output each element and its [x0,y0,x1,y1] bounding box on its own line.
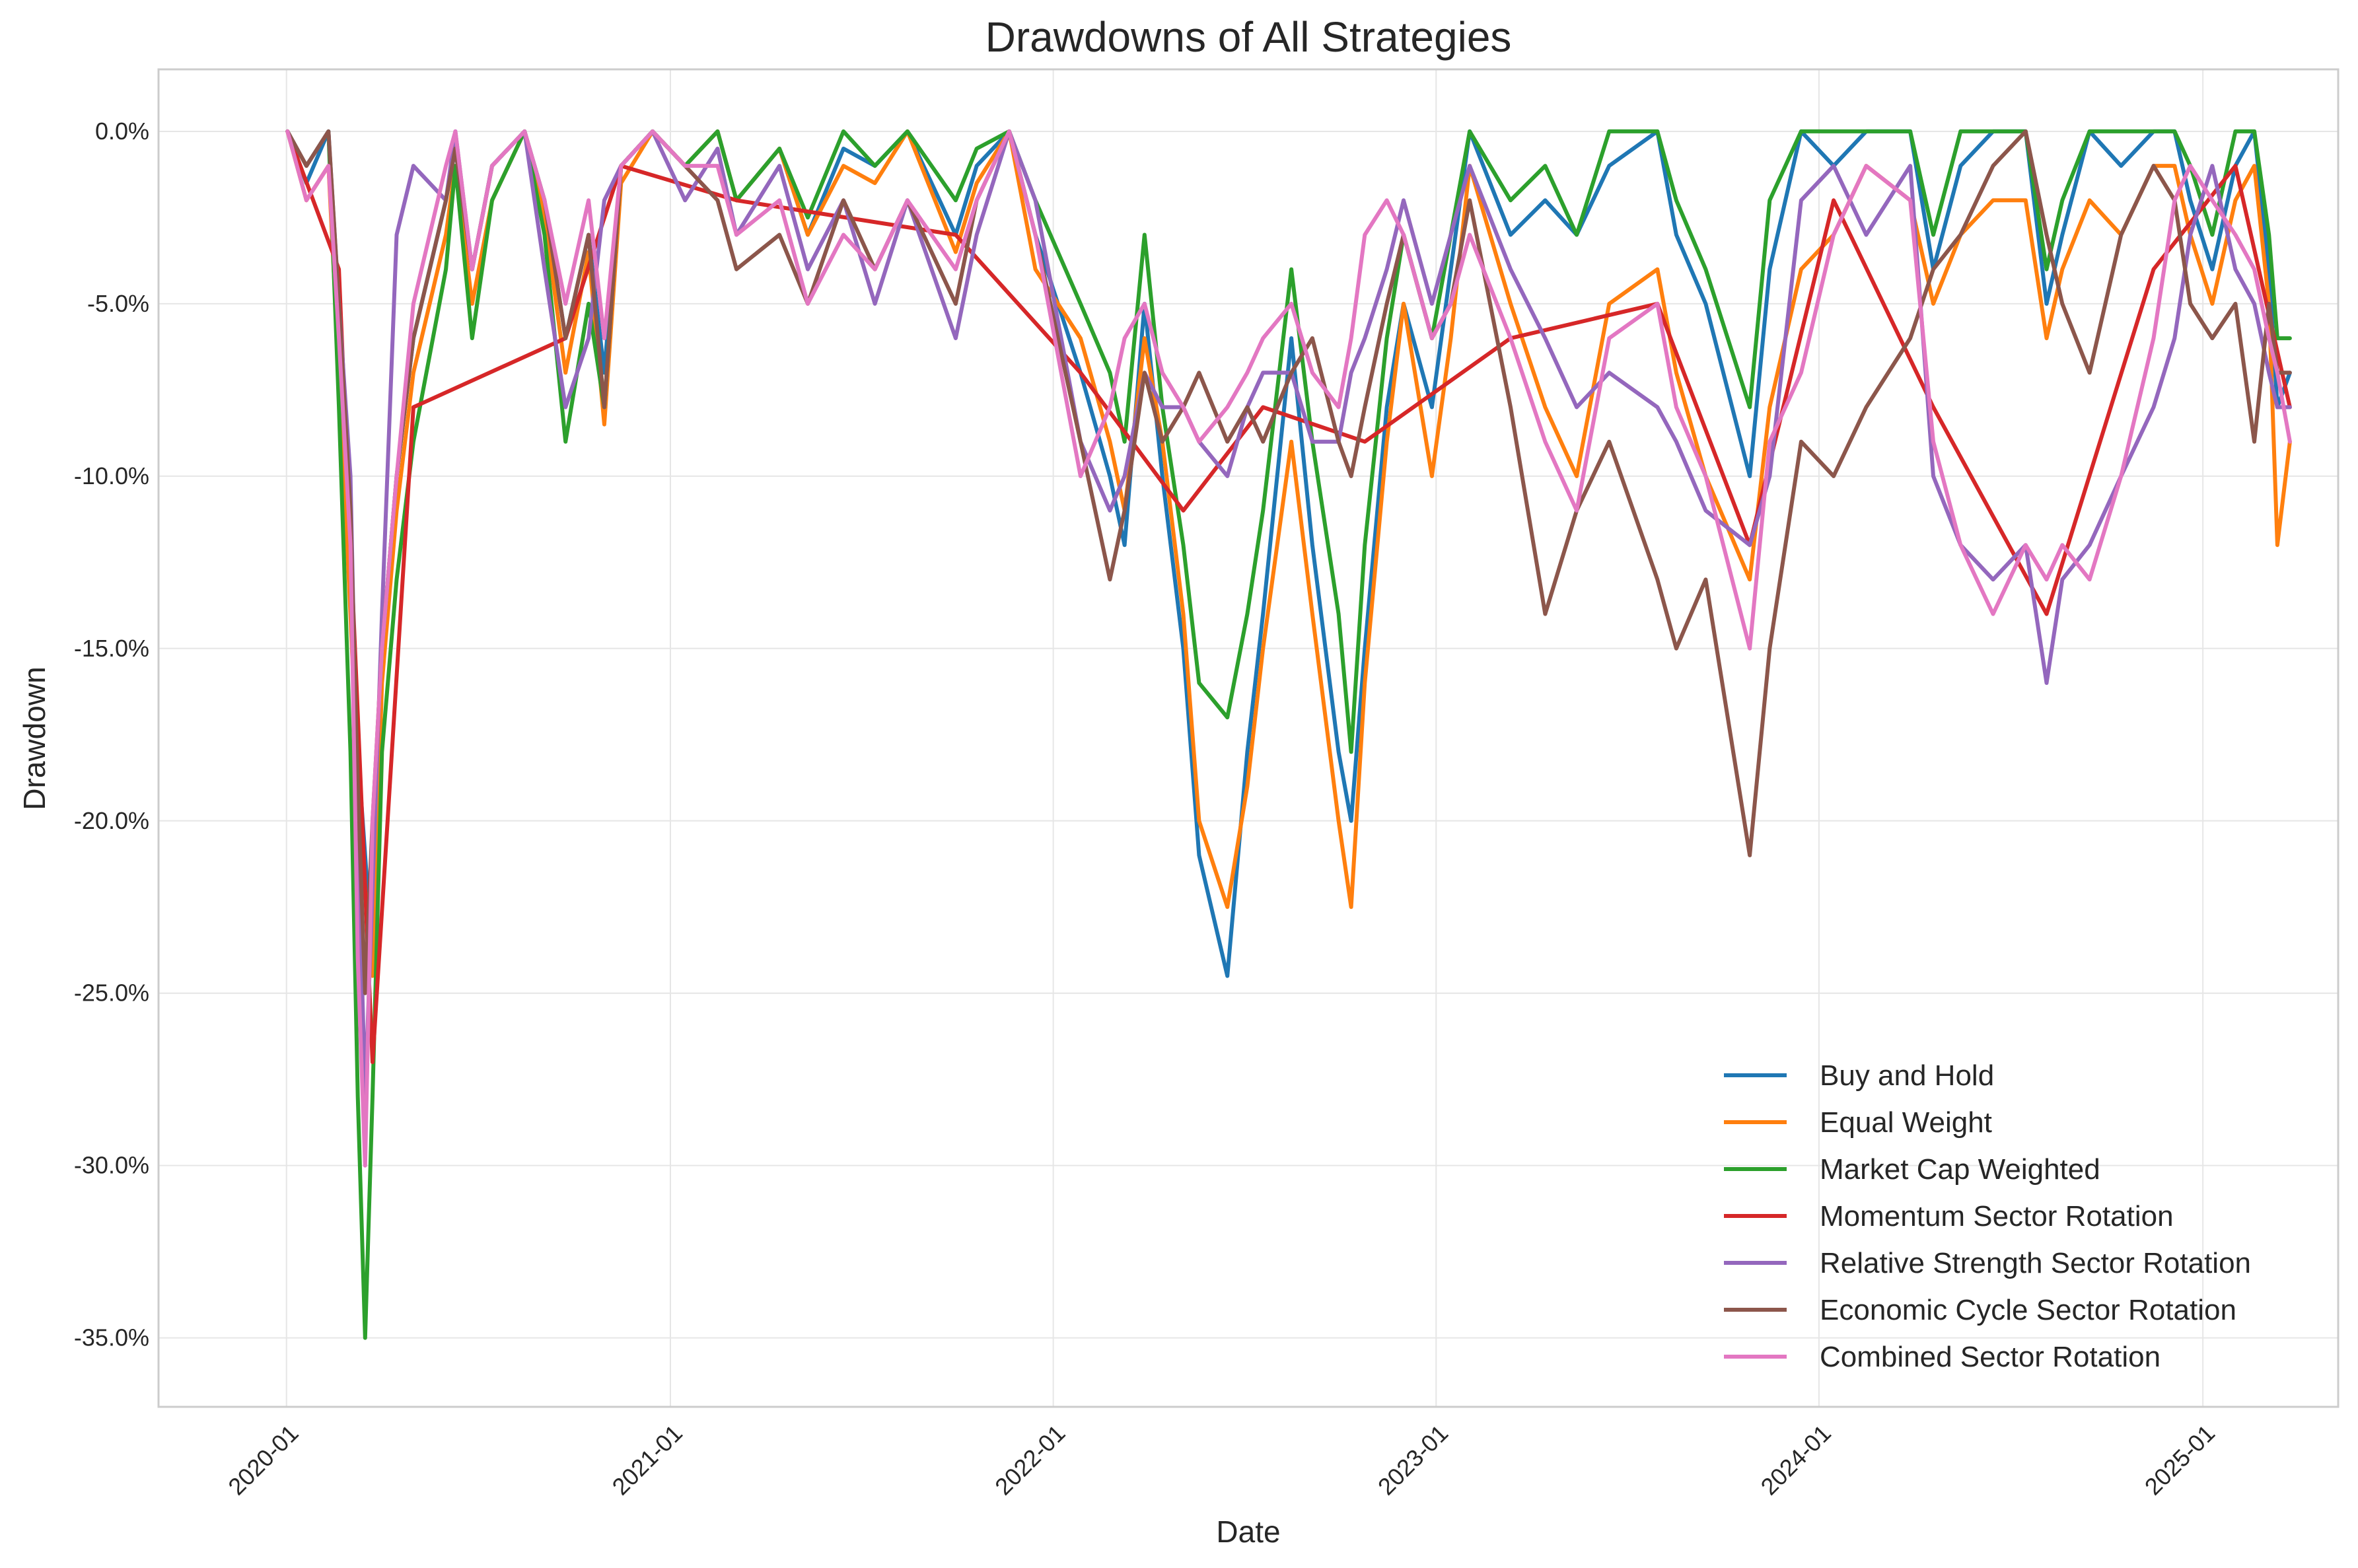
y-tick-label: -5.0% [87,290,149,317]
legend-label: Buy and Hold [1820,1059,1994,1092]
y-tick-label: 0.0% [95,118,149,145]
y-axis-ticks: 0.0% -5.0% -10.0% -15.0% -20.0% -25.0% -30.0% -… [74,118,149,1351]
legend-label: Economic Cycle Sector Rotation [1820,1294,2236,1326]
legend-label: Momentum Sector Rotation [1820,1200,2174,1232]
legend-label: Market Cap Weighted [1820,1153,2100,1186]
legend-label: Equal Weight [1820,1106,1992,1139]
chart-title: Drawdowns of All Strategies [985,13,1512,61]
series-line-6 [285,129,2292,1168]
series-lines [285,129,2292,1340]
legend-label: Relative Strength Sector Rotation [1820,1247,2251,1279]
y-tick-label: -20.0% [74,807,149,834]
x-axis-label: Date [1216,1515,1280,1549]
grid-lines [159,69,2338,1407]
y-tick-label: -25.0% [74,980,149,1007]
series-line-2 [285,129,2292,1340]
y-axis-label: Drawdown [17,666,52,810]
y-tick-label: -10.0% [74,462,149,489]
y-tick-label: -35.0% [74,1324,149,1351]
y-tick-label: -30.0% [74,1152,149,1179]
legend: Buy and Hold Equal Weight Market Cap Weigh… [1724,1059,2251,1373]
series-line-3 [285,129,2292,1065]
legend-label: Combined Sector Rotation [1820,1341,2161,1373]
plot-frame [157,68,2340,1408]
y-tick-label: -15.0% [74,635,149,662]
